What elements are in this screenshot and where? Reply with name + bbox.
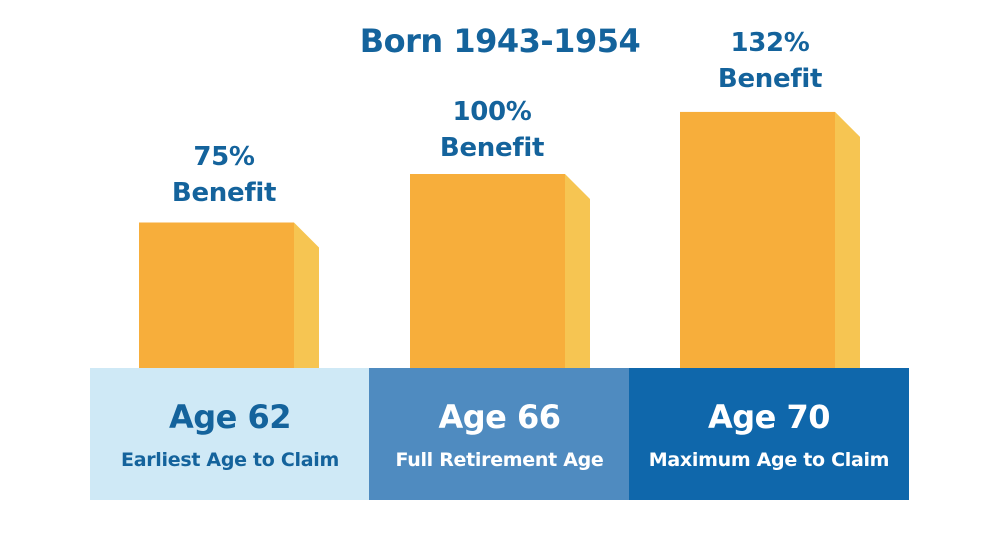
category-cell-bg	[629, 368, 909, 500]
chart-title: Born 1943-1954	[359, 22, 641, 60]
category-cell-age-66: Age 66 Full Retirement Age	[369, 368, 630, 500]
category-age: Age 70	[707, 398, 831, 436]
bar-label-percent: 75%	[193, 142, 255, 172]
category-description: Full Retirement Age	[395, 449, 604, 471]
bar-side	[835, 111, 860, 369]
bar	[139, 222, 319, 368]
bar	[410, 174, 590, 368]
bar-label-percent: 100%	[452, 97, 532, 127]
bar-label-age-70: 132% Benefit	[670, 25, 870, 97]
category-cell-bg	[369, 368, 630, 500]
bar-front	[139, 222, 294, 368]
bar-label-benefit: Benefit	[717, 64, 823, 94]
bar-label-age-62: 75% Benefit	[124, 139, 324, 211]
bar-label-percent: 132%	[730, 28, 810, 58]
bar-label-benefit: Benefit	[439, 133, 545, 163]
bar	[680, 111, 860, 369]
category-description: Maximum Age to Claim	[648, 449, 890, 471]
bar-front	[680, 111, 835, 369]
bar-label-age-66: 100% Benefit	[392, 94, 592, 166]
bar-side	[294, 222, 319, 368]
bar-front	[410, 174, 565, 368]
category-age: Age 66	[438, 398, 561, 436]
category-age: Age 62	[168, 398, 292, 436]
category-cell-age-70: Age 70 Maximum Age to Claim	[629, 368, 909, 500]
bar-label-benefit: Benefit	[171, 178, 277, 208]
category-cell-bg	[90, 368, 370, 500]
category-description: Earliest Age to Claim	[121, 449, 339, 471]
category-cell-age-62: Age 62 Earliest Age to Claim	[90, 368, 370, 500]
bar-side	[565, 174, 590, 368]
